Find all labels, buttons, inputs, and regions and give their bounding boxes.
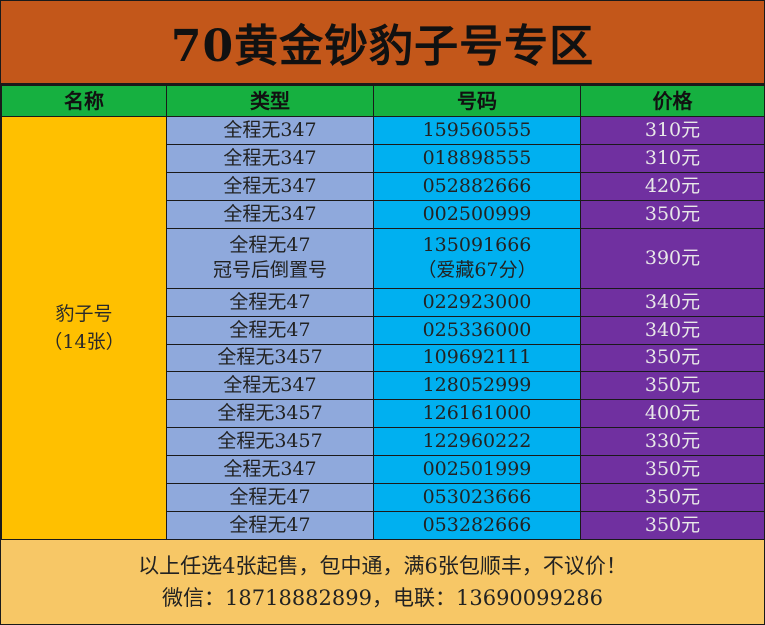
sales-terms: 以上任选4张起售，包中通，满6张包顺丰，不议价！ [138, 554, 627, 578]
type-cell: 全程无47 冠号后倒置号 [166, 227, 374, 289]
number-cell: 159560555 [373, 116, 581, 145]
type-note: 冠号后倒置号 [212, 259, 327, 282]
number-cell: 052882666 [373, 171, 581, 201]
number-cell: 053282666 [373, 511, 581, 540]
price-cell: 310元 [580, 116, 765, 145]
type-cell: 全程无347 [166, 171, 374, 201]
header-name: 名称 [1, 85, 167, 117]
group-name: 豹子号 [55, 303, 113, 325]
type-cell: 全程无47 [166, 315, 374, 345]
table-row: 全程无347 002501999 350元 [2, 455, 765, 485]
number-cell: 022923000 [373, 287, 581, 317]
price-cell: 350元 [580, 343, 765, 373]
number-cell: 135091666 （爱藏67分） [373, 227, 581, 289]
number-cell: 002500999 [373, 199, 581, 229]
group-name-cell: 豹子号 （14张） [1, 116, 167, 540]
price-cell: 400元 [580, 399, 765, 429]
number-cell: 126161000 [373, 399, 581, 429]
table-row: 全程无347 052882666 420元 [2, 171, 765, 201]
price-cell: 330元 [580, 427, 765, 457]
table-row: 全程无47 冠号后倒置号 135091666 （爱藏67分） 390元 [2, 227, 765, 289]
number-cell: 053023666 [373, 483, 581, 513]
type-cell: 全程无347 [166, 143, 374, 173]
number-cell: 018898555 [373, 143, 581, 173]
page-title: 70黄金钞豹子号专区 [1, 1, 764, 85]
table-row: 全程无347 018898555 310元 [2, 143, 765, 173]
header-number: 号码 [373, 85, 581, 117]
contact-info: 微信：18718882899，电联：13690099286 [162, 586, 603, 610]
number-cell: 128052999 [373, 371, 581, 401]
type-cell: 全程无47 [166, 287, 374, 317]
table-header-row: 名称 类型 号码 价格 [1, 85, 765, 117]
type-cell: 全程无347 [166, 371, 374, 401]
table-row: 全程无3457 109692111 350元 [2, 343, 765, 373]
number-cell: 025336000 [373, 315, 581, 345]
type-cell: 全程无3457 [166, 343, 374, 373]
number-text: 135091666 [422, 234, 532, 257]
price-cell: 340元 [580, 287, 765, 317]
type-cell: 全程无47 [166, 511, 374, 540]
price-cell: 350元 [580, 511, 765, 540]
table-row: 全程无47 053282666 350元 [2, 511, 765, 540]
price-cell: 350元 [580, 455, 765, 485]
table-row: 全程无47 022923000 340元 [2, 287, 765, 317]
number-cell: 109692111 [373, 343, 581, 373]
group-count: （14张） [43, 331, 125, 353]
header-price: 价格 [580, 85, 765, 117]
table-row: 全程无3457 126161000 400元 [2, 399, 765, 429]
number-note: （爱藏67分） [417, 259, 537, 282]
table-body: 豹子号 （14张） 全程无347 159560555 310元 全程无347 0… [1, 116, 765, 540]
type-cell: 全程无47 [166, 483, 374, 513]
type-text: 全程无47 [229, 234, 311, 257]
price-cell: 350元 [580, 371, 765, 401]
type-cell: 全程无3457 [166, 399, 374, 429]
table-row: 全程无3457 122960222 330元 [2, 427, 765, 457]
type-cell: 全程无347 [166, 199, 374, 229]
table-row: 全程无347 128052999 350元 [2, 371, 765, 401]
type-cell: 全程无3457 [166, 427, 374, 457]
type-cell: 全程无347 [166, 116, 374, 145]
price-cell: 350元 [580, 199, 765, 229]
footer-notice: 以上任选4张起售，包中通，满6张包顺丰，不议价！ 微信：18718882899，… [1, 540, 764, 624]
table-row: 全程无347 002500999 350元 [2, 199, 765, 229]
table-row: 豹子号 （14张） 全程无347 159560555 310元 [1, 116, 765, 540]
price-cell: 420元 [580, 171, 765, 201]
header-type: 类型 [166, 85, 374, 117]
price-cell: 310元 [580, 143, 765, 173]
price-cell: 390元 [580, 227, 765, 289]
type-cell: 全程无347 [166, 455, 374, 485]
price-table: 名称 类型 号码 价格 豹子号 （14张） 全程无347 159560555 3… [1, 85, 765, 540]
number-cell: 002501999 [373, 455, 581, 485]
price-cell: 350元 [580, 483, 765, 513]
price-cell: 340元 [580, 315, 765, 345]
number-cell: 122960222 [373, 427, 581, 457]
